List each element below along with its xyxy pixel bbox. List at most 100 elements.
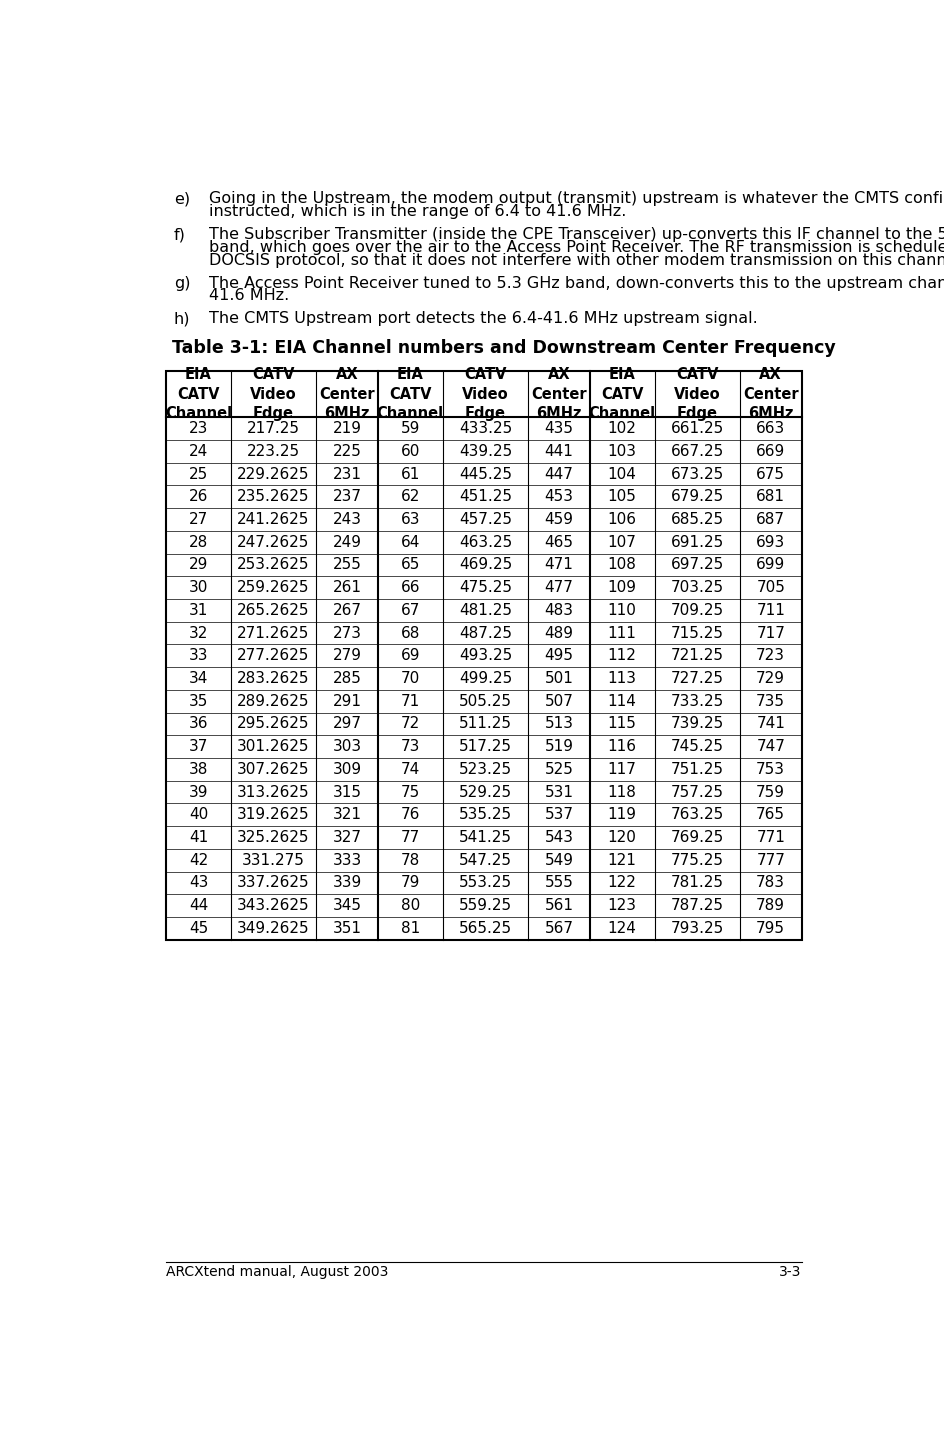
Text: 447: 447 — [545, 466, 573, 482]
Text: 67: 67 — [400, 602, 420, 618]
Text: 553.25: 553.25 — [459, 875, 512, 891]
Text: CATV
Video
Edge: CATV Video Edge — [250, 367, 296, 420]
Text: 107: 107 — [608, 535, 636, 549]
Text: 117: 117 — [608, 761, 636, 777]
Text: 511.25: 511.25 — [459, 717, 512, 731]
Text: 517.25: 517.25 — [459, 739, 512, 754]
Text: 74: 74 — [400, 761, 420, 777]
Text: 60: 60 — [400, 443, 420, 459]
Text: 265.2625: 265.2625 — [237, 602, 310, 618]
Text: 471: 471 — [545, 558, 573, 572]
Text: 775.25: 775.25 — [671, 853, 724, 868]
Text: 705: 705 — [756, 581, 785, 595]
Text: 537: 537 — [545, 807, 573, 822]
Text: 793.25: 793.25 — [670, 921, 724, 936]
Text: 753: 753 — [756, 761, 785, 777]
Text: 73: 73 — [400, 739, 420, 754]
Text: 41.6 MHz.: 41.6 MHz. — [209, 288, 289, 304]
Text: 121: 121 — [608, 853, 636, 868]
Text: 477: 477 — [545, 581, 573, 595]
Text: EIA
CATV
Channel: EIA CATV Channel — [377, 367, 444, 420]
Text: 501: 501 — [545, 671, 573, 685]
Text: 759: 759 — [756, 784, 785, 800]
Text: 507: 507 — [545, 694, 573, 708]
Text: 105: 105 — [608, 489, 636, 505]
Text: 102: 102 — [608, 422, 636, 436]
Text: 229.2625: 229.2625 — [237, 466, 310, 482]
Text: 445.25: 445.25 — [459, 466, 512, 482]
Text: 703.25: 703.25 — [670, 581, 724, 595]
Text: 103: 103 — [608, 443, 636, 459]
Text: 463.25: 463.25 — [459, 535, 512, 549]
Text: h): h) — [174, 311, 191, 327]
Text: 3-3: 3-3 — [779, 1265, 801, 1279]
Text: 271.2625: 271.2625 — [237, 625, 310, 641]
Text: 309: 309 — [332, 761, 362, 777]
Text: 693: 693 — [756, 535, 785, 549]
Text: CATV
Video
Edge: CATV Video Edge — [674, 367, 720, 420]
Text: 547.25: 547.25 — [459, 853, 512, 868]
Text: 541.25: 541.25 — [459, 830, 512, 845]
Text: 435: 435 — [545, 422, 573, 436]
Text: 104: 104 — [608, 466, 636, 482]
Text: ARCXtend manual, August 2003: ARCXtend manual, August 2003 — [166, 1265, 388, 1279]
Text: 237: 237 — [332, 489, 362, 505]
Text: The Access Point Receiver tuned to 5.3 GHz band, down-converts this to the upstr: The Access Point Receiver tuned to 5.3 G… — [209, 275, 944, 291]
Text: 40: 40 — [189, 807, 208, 822]
Text: 349.2625: 349.2625 — [237, 921, 310, 936]
Text: 235.2625: 235.2625 — [237, 489, 310, 505]
Text: 111: 111 — [608, 625, 636, 641]
Text: 567: 567 — [545, 921, 573, 936]
Text: 39: 39 — [189, 784, 209, 800]
Text: f): f) — [174, 227, 186, 242]
Text: Going in the Upstream, the modem output (transmit) upstream is whatever the CMTS: Going in the Upstream, the modem output … — [209, 191, 944, 206]
Text: 66: 66 — [400, 581, 420, 595]
Text: 685.25: 685.25 — [670, 512, 724, 526]
Text: 41: 41 — [189, 830, 208, 845]
Text: 35: 35 — [189, 694, 208, 708]
Text: 513: 513 — [545, 717, 573, 731]
Text: 36: 36 — [189, 717, 209, 731]
Text: AX
Center
6MHz: AX Center 6MHz — [319, 367, 375, 420]
Text: Table 3-1: EIA Channel numbers and Downstream Center Frequency: Table 3-1: EIA Channel numbers and Downs… — [172, 338, 836, 357]
Text: 777: 777 — [756, 853, 785, 868]
Text: 116: 116 — [608, 739, 636, 754]
Text: 697.25: 697.25 — [670, 558, 724, 572]
Text: 124: 124 — [608, 921, 636, 936]
Text: 673.25: 673.25 — [670, 466, 724, 482]
Text: e): e) — [174, 191, 190, 206]
Text: 231: 231 — [332, 466, 362, 482]
Text: 325.2625: 325.2625 — [237, 830, 310, 845]
Text: 741: 741 — [756, 717, 785, 731]
Text: 303: 303 — [332, 739, 362, 754]
Text: 249: 249 — [332, 535, 362, 549]
Text: 337.2625: 337.2625 — [237, 875, 310, 891]
Text: 339: 339 — [332, 875, 362, 891]
Text: 681: 681 — [756, 489, 785, 505]
Text: 34: 34 — [189, 671, 208, 685]
Text: 487.25: 487.25 — [459, 625, 512, 641]
Text: 70: 70 — [400, 671, 420, 685]
Text: 277.2625: 277.2625 — [237, 648, 310, 664]
Text: 259.2625: 259.2625 — [237, 581, 310, 595]
Text: 25: 25 — [189, 466, 208, 482]
Text: 253.2625: 253.2625 — [237, 558, 310, 572]
Text: 122: 122 — [608, 875, 636, 891]
Text: 267: 267 — [332, 602, 362, 618]
Text: 291: 291 — [332, 694, 362, 708]
Text: 68: 68 — [400, 625, 420, 641]
Text: 757.25: 757.25 — [671, 784, 724, 800]
Text: 81: 81 — [400, 921, 420, 936]
Text: 699: 699 — [756, 558, 785, 572]
Text: 717: 717 — [756, 625, 785, 641]
Text: 32: 32 — [189, 625, 208, 641]
Text: 28: 28 — [189, 535, 208, 549]
Text: 109: 109 — [608, 581, 636, 595]
Text: 763.25: 763.25 — [670, 807, 724, 822]
Text: 721.25: 721.25 — [671, 648, 724, 664]
Text: 669: 669 — [756, 443, 785, 459]
Text: 727.25: 727.25 — [671, 671, 724, 685]
Text: 481.25: 481.25 — [459, 602, 512, 618]
Text: 747: 747 — [756, 739, 785, 754]
Text: 255: 255 — [332, 558, 362, 572]
